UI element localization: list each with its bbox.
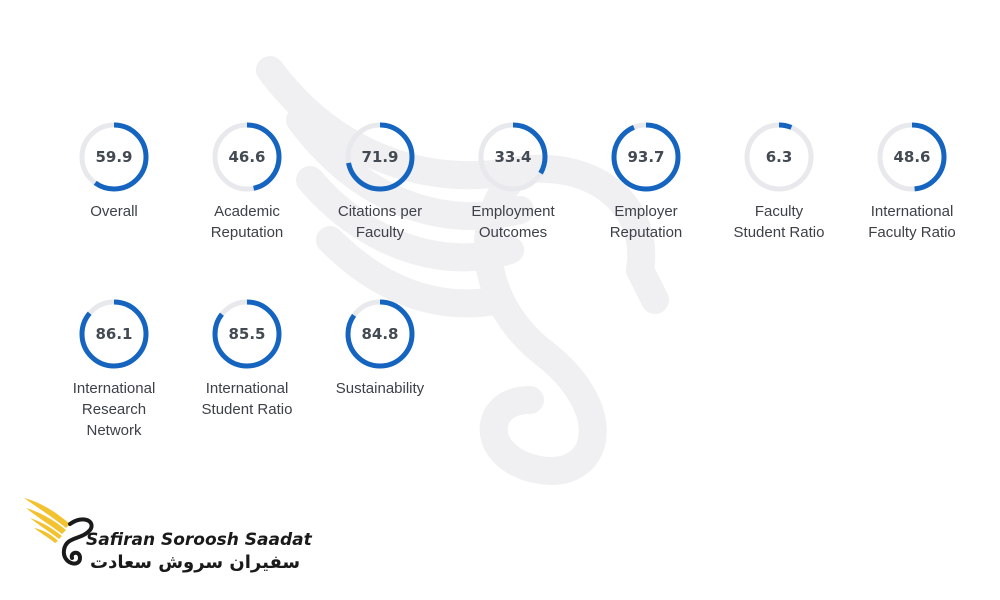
metric-item: 33.4 Employment Outcomes: [453, 121, 573, 243]
progress-ring: 84.8: [345, 299, 415, 369]
ring-progress-arc: [345, 299, 415, 369]
progress-ring: 33.4: [478, 122, 548, 192]
metric-label: International Faculty Ratio: [868, 203, 956, 241]
progress-ring: 71.9: [345, 122, 415, 192]
metric-label: Overall: [90, 203, 138, 220]
progress-ring: 93.7: [611, 122, 681, 192]
metric-value: 71.9: [361, 148, 398, 166]
metric-value: 46.6: [228, 148, 265, 166]
progress-ring: 86.1: [79, 299, 149, 369]
metric-value: 48.6: [893, 148, 930, 166]
brand-name-en: Safiran Soroosh Saadat: [86, 530, 312, 550]
brand-logo: Safiran Soroosh Saadat سفیران سروش سعادت: [22, 492, 312, 578]
metric-item: 84.8 Sustainability: [320, 298, 440, 399]
swan-logo-icon: [24, 498, 94, 566]
metric-item: 93.7 Employer Reputation: [586, 121, 706, 243]
metric-item: 48.6 International Faculty Ratio: [852, 121, 972, 243]
ring-progress-arc: [79, 299, 149, 369]
metric-label: Employer Reputation: [609, 203, 683, 241]
metric-value: 86.1: [95, 325, 132, 343]
ring-progress-arc: [478, 122, 548, 192]
ring-progress-arc: [345, 122, 415, 192]
metric-value: 33.4: [494, 148, 531, 166]
metric-item: 71.9 Citations per Faculty: [320, 121, 440, 243]
progress-ring: 85.5: [212, 299, 282, 369]
metric-item: 46.6 Academic Reputation: [187, 121, 307, 243]
metric-value: 84.8: [361, 325, 398, 343]
metric-value: 59.9: [95, 148, 132, 166]
metric-item: 86.1 International Research Network: [54, 298, 174, 441]
metric-label: International Research Network: [72, 380, 156, 439]
metric-value: 85.5: [228, 325, 265, 343]
metric-item: 85.5 International Student Ratio: [187, 298, 307, 420]
progress-ring: 46.6: [212, 122, 282, 192]
metric-label: Employment Outcomes: [471, 203, 555, 241]
metric-label: Sustainability: [335, 380, 425, 397]
ring-progress-arc: [212, 122, 282, 192]
progress-ring: 48.6: [877, 122, 947, 192]
ring-progress-arc: [744, 122, 814, 192]
metric-item: 59.9 Overall: [54, 121, 174, 222]
progress-ring: 59.9: [79, 122, 149, 192]
metric-label: Faculty Student Ratio: [733, 203, 825, 241]
brand-name-fa: سفیران سروش سعادت: [90, 552, 301, 573]
metric-label: Citations per Faculty: [337, 203, 423, 241]
progress-ring: 6.3: [744, 122, 814, 192]
metric-label: International Student Ratio: [201, 380, 293, 418]
metric-value: 93.7: [627, 148, 664, 166]
metric-item: 6.3 Faculty Student Ratio: [719, 121, 839, 243]
ring-progress-arc: [79, 122, 149, 192]
ring-progress-arc: [611, 122, 681, 192]
ring-progress-arc: [212, 299, 282, 369]
metric-label: Academic Reputation: [210, 203, 284, 241]
metric-value: 6.3: [766, 148, 793, 166]
ring-progress-arc: [877, 122, 947, 192]
